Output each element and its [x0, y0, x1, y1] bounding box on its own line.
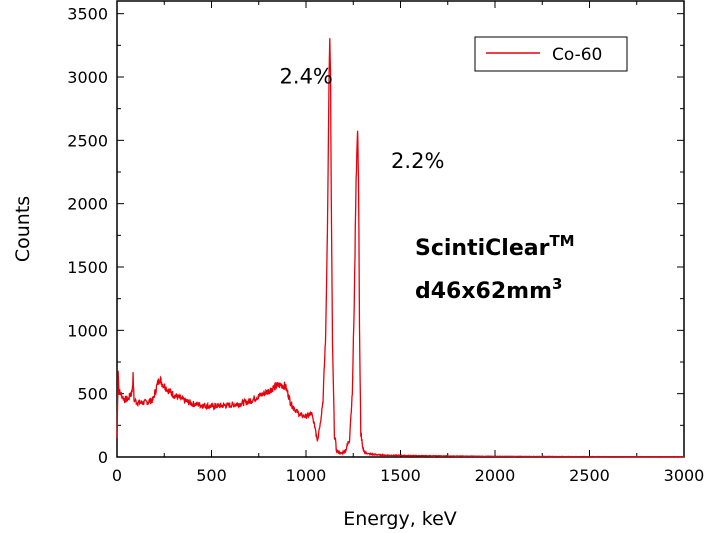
resolution-annotation-1: 2.4% — [280, 64, 333, 88]
axis-tick-labels: 0 500 1000 1500 2000 2500 3000 0 500 1000 1500 2000… — [67, 5, 704, 485]
y-axis-title: Counts — [12, 196, 34, 262]
y-tick-label: 3500 — [67, 5, 108, 24]
series-line-co60 — [116, 38, 684, 458]
y-tick-label: 2500 — [67, 131, 108, 150]
axis-ticks — [116, 1, 685, 458]
y-tick-label: 3000 — [67, 68, 108, 87]
x-tick-label: 3000 — [664, 466, 705, 485]
legend-box — [474, 36, 628, 72]
x-tick-label: 500 — [196, 466, 227, 485]
x-tick-label: 1000 — [286, 466, 327, 485]
legend: Co-60 — [474, 36, 628, 72]
x-tick-label: 2000 — [475, 466, 516, 485]
crystal-size-label: d46x62mm3 — [415, 275, 562, 304]
x-tick-label: 2500 — [569, 466, 610, 485]
crystal-name-label: ScintiClearTM — [415, 232, 575, 261]
x-tick-label: 0 — [112, 466, 122, 485]
x-tick-label: 1500 — [380, 466, 421, 485]
resolution-annotation-2: 2.2% — [391, 149, 444, 173]
y-tick-label: 2000 — [67, 195, 108, 214]
y-tick-label: 1500 — [67, 258, 108, 277]
x-axis-title: Energy, keV — [343, 508, 457, 530]
legend-label: Co-60 — [552, 45, 602, 65]
y-tick-label: 500 — [77, 385, 108, 404]
plot-area — [116, 0, 685, 458]
y-tick-label: 0 — [98, 448, 108, 467]
y-tick-label: 1000 — [67, 321, 108, 340]
